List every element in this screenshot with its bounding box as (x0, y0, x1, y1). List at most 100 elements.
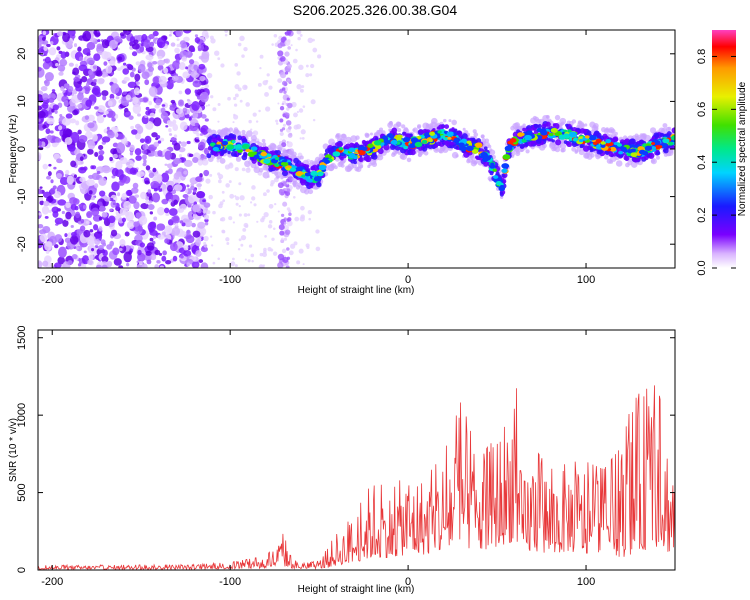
spectrogram-pixel (209, 173, 213, 177)
spectrogram-pixel (246, 130, 253, 137)
spectrogram-pixel (174, 47, 180, 54)
spectrogram-pixel (168, 121, 174, 127)
spectrogram-pixel (554, 114, 561, 121)
spectrogram-pixel (88, 190, 93, 195)
spectrogram-pixel (233, 96, 237, 101)
spectrogram-pixel (131, 187, 139, 194)
spectrogram-pixel (136, 263, 145, 268)
spectrogram-pixel (451, 119, 458, 126)
spectrogram-pixel (148, 100, 153, 106)
spectrogram-pixel (328, 138, 335, 146)
spectrogram-pixel (89, 229, 94, 233)
spectrogram-pixel (157, 150, 163, 157)
spectrogram-pixel (194, 34, 199, 38)
spectrogram-pixel (86, 41, 96, 50)
spectrogram-pixel (235, 156, 242, 162)
spectrogram-pixel (305, 64, 309, 68)
spectrogram-pixel (129, 71, 135, 78)
spectrogram-pixel (463, 151, 470, 158)
spectrogram-pixel (54, 217, 64, 225)
spectrogram-pixel (283, 237, 288, 241)
spectrogram-pixel (287, 102, 293, 109)
spectrogram-pixel (70, 203, 77, 211)
spectrogram-pixel (60, 86, 65, 92)
spectrogram-pixel (620, 146, 627, 152)
spectrogram-pixel (224, 164, 231, 170)
spectrogram-pixel (153, 117, 162, 127)
spectrogram-pixel (222, 199, 226, 203)
spectrogram-pixel (624, 156, 630, 162)
colorbar-tick-label: 0.4 (696, 155, 708, 170)
spectrogram-pixel (140, 191, 147, 200)
spectrogram-pixel (312, 118, 316, 122)
spectrogram-pixel (417, 152, 422, 157)
spectrogram-pixel (538, 144, 546, 151)
spectrogram-pixel (131, 43, 140, 50)
spectrogram-pixel (417, 124, 422, 129)
spectrogram-pixel (280, 237, 284, 241)
spectrogram-pixel (483, 141, 490, 149)
spectrogram-pixel (236, 71, 241, 76)
spectrogram-pixel (308, 217, 312, 221)
spectrogram-pixel (144, 115, 148, 118)
spectrogram-pixel (638, 139, 644, 145)
spectrogram-pixel (164, 238, 170, 244)
spectrogram-pixel (149, 221, 157, 229)
spectrogram-pixel (241, 129, 246, 135)
spectrogram-pixel (70, 225, 74, 228)
spectrogram-pixel (212, 146, 220, 152)
spectrogram-pixel (65, 169, 70, 175)
spectrogram-pixel (481, 138, 487, 144)
spectrogram-pixel (471, 149, 479, 154)
spectrogram-pixel (618, 151, 623, 155)
spectrogram-pixel (358, 149, 366, 156)
spectrogram-pixel (332, 151, 341, 157)
spectrogram-pixel (47, 171, 52, 177)
spectrogram-pixel (68, 144, 76, 152)
spectrogram-pixel (155, 137, 159, 141)
spectrogram-pixel (605, 139, 612, 144)
spectrogram-pixel (238, 213, 242, 217)
spectrogram-pixel (460, 136, 464, 140)
spectrogram-pixel (76, 78, 81, 82)
spectrogram-pixel (139, 97, 144, 103)
spectrogram-pixel (140, 203, 149, 210)
spectrogram-pixel (177, 99, 185, 107)
spectrogram-pixel (578, 138, 584, 143)
spectrogram-pixel (96, 115, 105, 124)
spectrogram-pixel (283, 224, 290, 231)
spectrogram-pixel (301, 136, 305, 140)
spectrogram-pixel (239, 35, 245, 42)
spectrogram-pixel (54, 262, 62, 268)
spectrogram-pixel (371, 161, 378, 168)
spectrogram-pixel (489, 149, 496, 156)
spectrogram-pixel (39, 229, 47, 235)
spectrogram-pixel (69, 235, 79, 245)
spectrogram-pixel (113, 131, 119, 138)
spectrogram-pixel (61, 210, 65, 215)
spectrogram-pixel (300, 129, 306, 135)
spectrogram-pixel (224, 30, 229, 33)
spectrogram-pixel (123, 200, 132, 211)
spectrogram-pixel (286, 207, 291, 211)
spectrogram-pixel (566, 141, 572, 148)
spectrogram-pixel (205, 104, 208, 107)
spectrogram-pixel (629, 144, 636, 149)
spectrogram-pixel (181, 56, 187, 62)
spectrogram-xtick-label: -200 (41, 274, 63, 286)
spectrogram-pixel (470, 155, 476, 161)
spectrogram-pixel (371, 154, 378, 160)
spectrogram-pixel (610, 128, 616, 134)
spectrogram-pixel (553, 147, 557, 151)
spectrogram-pixel (118, 154, 122, 159)
spectrogram-pixel (507, 140, 513, 145)
spectrogram-pixel (102, 242, 107, 247)
spectrogram-pixel (187, 194, 196, 204)
spectrogram-pixel (50, 179, 54, 184)
spectrogram-pixel (168, 128, 172, 133)
spectrogram-pixel (112, 247, 120, 256)
spectrogram-pixel (39, 98, 43, 103)
spectrogram-pixel (284, 229, 291, 235)
spectrogram-pixel (192, 188, 197, 193)
spectrogram-pixel (501, 163, 510, 169)
